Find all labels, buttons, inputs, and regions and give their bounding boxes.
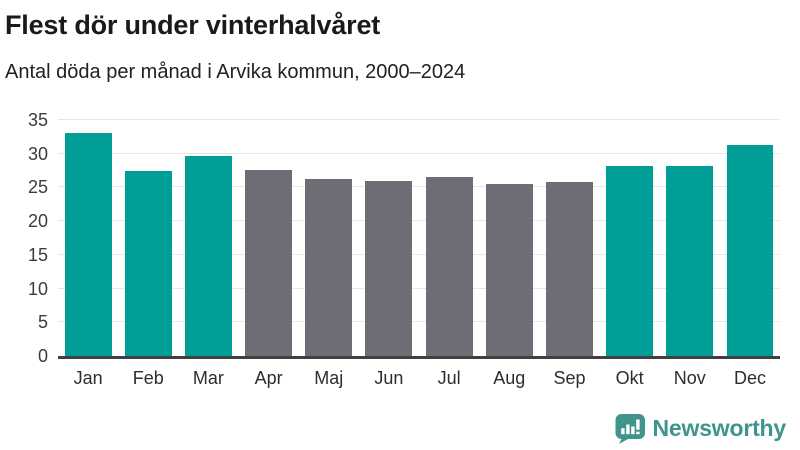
x-label-feb: Feb	[132, 368, 164, 388]
bar-chart: 0 5 10 15 20 25 30 35 Jan Feb Mar Apr Maj Jun Jul Aug S…	[0, 111, 800, 389]
bar-slot-mar	[178, 120, 238, 356]
bar-slot-jan	[58, 120, 118, 356]
x-label-dec: Dec	[733, 368, 766, 388]
gridline-5	[58, 321, 780, 323]
bar-apr	[245, 169, 293, 356]
bar-nov	[666, 165, 714, 356]
y-tick-10: 10	[27, 278, 48, 299]
bar-slot-feb	[118, 120, 178, 356]
chart-subtitle: Antal döda per månad i Arvika kommun, 20…	[5, 61, 466, 83]
chart-header: Flest dör under vinterhalvåret Antal död…	[0, 0, 800, 86]
gridline-25	[58, 186, 780, 188]
bar-okt	[606, 165, 654, 356]
bar-jan	[64, 132, 112, 356]
y-tick-20: 20	[27, 211, 48, 232]
y-tick-0: 0	[37, 346, 48, 366]
bar-dec	[726, 144, 774, 356]
gridline-20	[58, 220, 780, 222]
x-axis-labels: Jan Feb Mar Apr Maj Jun Jul Aug Sep Okt Nov Dec	[58, 368, 780, 389]
x-label-maj: Maj	[314, 368, 344, 388]
bar-aug	[485, 184, 533, 356]
x-label-nov: Nov	[673, 368, 706, 388]
bar-sep	[546, 182, 593, 356]
newsworthy-logo-link[interactable]: Newsworthy	[614, 413, 786, 444]
brand-name: Newsworthy	[652, 415, 787, 441]
gridline-10	[58, 287, 780, 289]
bar-jul	[425, 176, 473, 356]
gridline-35	[58, 119, 780, 120]
bar-slot-okt	[600, 120, 660, 356]
bar-feb	[124, 171, 172, 356]
gridline-15	[58, 253, 780, 255]
y-tick-5: 5	[37, 312, 48, 333]
bar-maj	[305, 178, 353, 356]
bar-slot-aug	[479, 120, 539, 356]
x-label-jul: Jul	[437, 368, 461, 388]
x-label-aug: Aug	[493, 368, 526, 388]
x-label-mar: Mar	[192, 368, 224, 388]
y-tick-35: 35	[27, 110, 48, 130]
bar-slot-maj	[299, 120, 359, 356]
bar-slot-nov	[660, 120, 720, 356]
bars-container	[58, 120, 780, 356]
y-tick-30: 30	[27, 143, 48, 164]
bar-mar	[184, 156, 232, 356]
y-tick-15: 15	[27, 244, 48, 265]
gridline-30	[58, 152, 780, 154]
chart-title: Flest dör under vinterhalvåret	[5, 10, 381, 40]
x-label-apr: Apr	[254, 368, 283, 388]
x-label-sep: Sep	[553, 368, 586, 388]
x-label-jan: Jan	[73, 368, 103, 388]
bar-slot-dec	[720, 120, 780, 356]
x-label-jun: Jun	[374, 368, 404, 388]
bar-jun	[365, 180, 413, 356]
bar-slot-sep	[539, 120, 599, 356]
bar-slot-jun	[359, 120, 419, 356]
bar-slot-jul	[419, 120, 479, 356]
bar-slot-apr	[239, 120, 299, 356]
y-tick-25: 25	[27, 177, 48, 198]
bar-chart-speech-bubble-icon	[614, 413, 646, 444]
x-label-okt: Okt	[615, 368, 644, 388]
plot-area: 0 5 10 15 20 25 30 35	[28, 111, 780, 365]
